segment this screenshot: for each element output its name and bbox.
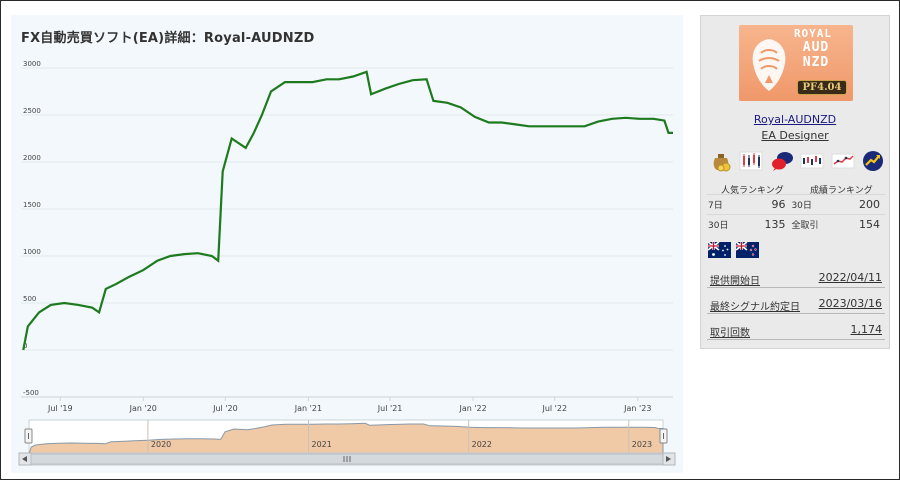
performance-ranking-title: 成績ランキング xyxy=(810,186,873,196)
arrow-right-icon xyxy=(666,456,671,462)
australia-flag-icon xyxy=(708,242,731,258)
info-label: 取引回数 xyxy=(710,328,750,339)
ranking-label: 30日 xyxy=(790,194,840,215)
logo-text-line: ROYAL xyxy=(793,27,833,40)
info-label: 最終シグナル約定日 xyxy=(710,302,800,313)
x-tick-label: Jan '22 xyxy=(458,404,486,413)
ranking-value: 154 xyxy=(839,214,885,235)
y-tick-label: 3000 xyxy=(23,60,41,68)
y-tick-label: 2000 xyxy=(23,154,41,162)
navigator-year-label: 2023 xyxy=(632,440,652,449)
popularity-ranking-title: 人気ランキング xyxy=(721,186,784,196)
x-tick-label: Jul '20 xyxy=(212,404,238,413)
navigator-year-label: 2022 xyxy=(472,440,492,449)
chat-bubbles-icon[interactable] xyxy=(770,150,794,172)
x-tick-label: Jul '19 xyxy=(47,404,73,413)
badge-row xyxy=(709,150,885,172)
designer-link[interactable]: EA Designer xyxy=(761,129,829,142)
chart-title: FX自動売買ソフト(EA)詳細：Royal-AUDNZD xyxy=(21,31,315,46)
candlestick-icon[interactable] xyxy=(739,150,763,172)
y-tick-label: 1500 xyxy=(23,201,41,209)
new-zealand-flag-icon xyxy=(736,242,759,258)
scrollbar-grip-icon xyxy=(343,456,351,462)
ea-sidebar: ROYAL AUD NZD PF4.04 Royal-AUDNZD EA Des… xyxy=(700,15,890,349)
y-tick-label: 2500 xyxy=(23,107,41,115)
ranking-value: 135 xyxy=(744,214,791,235)
equity-line xyxy=(22,70,673,351)
info-row-start-date[interactable]: 提供開始日 2022/04/11 xyxy=(707,268,885,288)
y-tick-label: -500 xyxy=(23,389,39,397)
lion-logo-icon xyxy=(752,39,786,91)
y-tick-label: 0 xyxy=(23,342,27,350)
x-tick-label: Jul '22 xyxy=(541,404,567,413)
info-row-last-signal[interactable]: 最終シグナル約定日 2023/03/16 xyxy=(707,294,885,314)
ranking-row: 30日 135 全取引 154 xyxy=(707,214,885,235)
x-tick-label: Jan '21 xyxy=(294,404,322,413)
ranking-table: 7日 96 30日 200 30日 135 全取引 154 xyxy=(707,194,885,235)
ranking-label: 7日 xyxy=(707,194,745,215)
y-tick-label: 500 xyxy=(23,295,36,303)
ranking-label: 30日 xyxy=(707,214,745,235)
arrow-left-icon xyxy=(22,456,27,462)
range-navigator[interactable]: 2020 2021 2022 2023 xyxy=(18,419,676,466)
info-value: 2023/03/16 xyxy=(818,297,882,310)
logo-text: ROYAL AUD NZD xyxy=(739,27,853,70)
x-tick-label: Jan '20 xyxy=(129,404,157,413)
x-tick-label: Jul '21 xyxy=(377,404,403,413)
ranking-value: 200 xyxy=(839,194,885,215)
y-tick-label: 1000 xyxy=(23,248,41,256)
info-label: 提供開始日 xyxy=(710,276,760,287)
navigator-year-label: 2020 xyxy=(151,440,171,449)
info-value: 1,174 xyxy=(850,323,883,336)
money-bag-icon[interactable] xyxy=(709,150,733,172)
ea-logo[interactable]: ROYAL AUD NZD PF4.04 xyxy=(739,25,853,101)
ranking-value: 96 xyxy=(744,194,791,215)
navigator-year-label: 2021 xyxy=(311,440,331,449)
trend-chart-icon[interactable] xyxy=(831,150,855,172)
upward-trend-icon[interactable] xyxy=(861,150,885,172)
ranking-row: 7日 96 30日 200 xyxy=(707,194,885,215)
x-tick-label: Jan '23 xyxy=(623,404,651,413)
ea-name-link[interactable]: Royal-AUDNZD xyxy=(753,113,837,126)
candlestick-icon[interactable] xyxy=(800,150,824,172)
info-row-trade-count[interactable]: 取引回数 1,174 xyxy=(707,320,885,340)
navigator-area xyxy=(28,422,664,455)
ranking-label: 全取引 xyxy=(790,214,840,235)
currency-flags xyxy=(708,242,759,258)
logo-text-line: NZD xyxy=(802,55,830,70)
profit-factor-badge: PF4.04 xyxy=(797,80,847,95)
info-value: 2022/04/11 xyxy=(818,271,882,284)
logo-text-line: AUD xyxy=(802,40,830,55)
